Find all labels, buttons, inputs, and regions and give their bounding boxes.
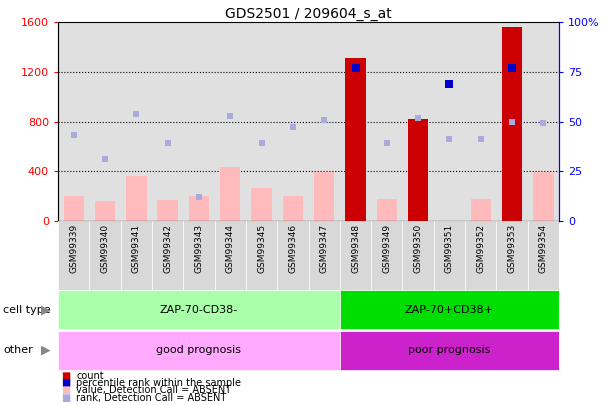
Text: GSM99346: GSM99346 — [288, 224, 298, 273]
Text: ■: ■ — [61, 371, 70, 381]
Bar — [183, 221, 214, 290]
Text: GSM99353: GSM99353 — [508, 224, 516, 273]
Text: ZAP-70+CD38+: ZAP-70+CD38+ — [405, 305, 494, 315]
Bar — [126, 176, 147, 221]
Text: GSM99339: GSM99339 — [69, 224, 78, 273]
Text: GSM99351: GSM99351 — [445, 224, 454, 273]
Text: ■: ■ — [61, 393, 70, 403]
Text: ▶: ▶ — [40, 303, 50, 316]
Bar — [89, 22, 121, 221]
Text: count: count — [76, 371, 104, 381]
Text: GSM99350: GSM99350 — [414, 224, 423, 273]
Text: rank, Detection Call = ABSENT: rank, Detection Call = ABSENT — [76, 393, 227, 403]
Text: other: other — [3, 345, 33, 355]
Bar — [121, 221, 152, 290]
Bar — [58, 331, 340, 370]
Bar — [89, 221, 121, 290]
Bar — [371, 221, 403, 290]
Bar — [340, 221, 371, 290]
Bar — [345, 58, 366, 221]
Text: GSM99348: GSM99348 — [351, 224, 360, 273]
Text: GSM99343: GSM99343 — [194, 224, 203, 273]
Bar — [283, 196, 303, 221]
Text: GSM99345: GSM99345 — [257, 224, 266, 273]
Bar — [309, 221, 340, 290]
Text: GSM99342: GSM99342 — [163, 224, 172, 273]
Text: value, Detection Call = ABSENT: value, Detection Call = ABSENT — [76, 386, 232, 395]
Bar — [246, 221, 277, 290]
Bar — [340, 331, 559, 370]
Bar — [64, 196, 84, 221]
Text: poor prognosis: poor prognosis — [408, 345, 491, 355]
Text: ▶: ▶ — [40, 344, 50, 357]
Bar — [251, 188, 272, 221]
Bar — [277, 221, 309, 290]
Bar — [403, 221, 434, 290]
Bar — [465, 221, 497, 290]
Bar — [58, 290, 340, 329]
Bar — [309, 22, 340, 221]
Bar — [340, 22, 371, 221]
Text: ■: ■ — [61, 378, 70, 388]
Bar — [533, 172, 554, 221]
Text: ■: ■ — [61, 386, 70, 395]
Bar — [189, 196, 209, 221]
Bar — [340, 290, 559, 329]
Bar — [376, 199, 397, 221]
Text: good prognosis: good prognosis — [156, 345, 241, 355]
Bar — [214, 22, 246, 221]
Bar — [470, 199, 491, 221]
Text: GSM99344: GSM99344 — [226, 224, 235, 273]
Text: GSM99340: GSM99340 — [101, 224, 109, 273]
Text: GSM99349: GSM99349 — [382, 224, 391, 273]
Text: GSM99354: GSM99354 — [539, 224, 548, 273]
Text: GSM99352: GSM99352 — [477, 224, 485, 273]
Text: GSM99341: GSM99341 — [132, 224, 141, 273]
Bar — [183, 22, 214, 221]
Bar — [158, 200, 178, 221]
Text: ZAP-70-CD38-: ZAP-70-CD38- — [160, 305, 238, 315]
Bar — [58, 22, 89, 221]
Bar — [220, 167, 241, 221]
Bar — [152, 221, 183, 290]
Text: percentile rank within the sample: percentile rank within the sample — [76, 378, 241, 388]
Bar — [277, 22, 309, 221]
Bar — [465, 22, 497, 221]
Bar — [152, 22, 183, 221]
Text: GSM99347: GSM99347 — [320, 224, 329, 273]
Text: cell type: cell type — [3, 305, 51, 315]
Bar — [121, 22, 152, 221]
Bar — [371, 22, 403, 221]
Bar — [408, 119, 428, 221]
Bar — [214, 221, 246, 290]
Bar — [496, 221, 528, 290]
Bar — [434, 221, 465, 290]
Title: GDS2501 / 209604_s_at: GDS2501 / 209604_s_at — [225, 7, 392, 21]
Bar — [403, 22, 434, 221]
Bar — [502, 27, 522, 221]
Bar — [314, 173, 334, 221]
Bar — [528, 221, 559, 290]
Bar — [95, 201, 115, 221]
Bar — [246, 22, 277, 221]
Bar — [528, 22, 559, 221]
Bar — [58, 221, 89, 290]
Bar — [496, 22, 528, 221]
Bar — [434, 22, 465, 221]
